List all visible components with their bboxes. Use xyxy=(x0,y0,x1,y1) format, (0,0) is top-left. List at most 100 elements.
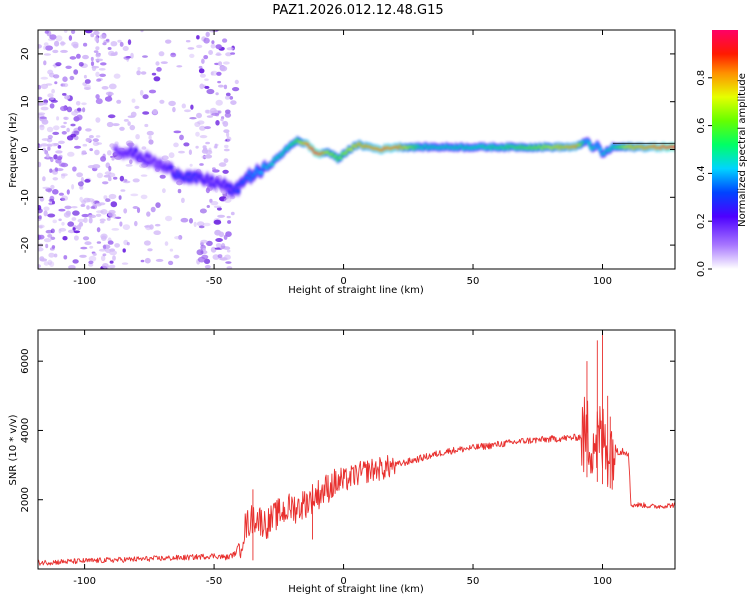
tf-noise-blob xyxy=(44,156,52,160)
tf-noise-blob xyxy=(43,99,49,104)
tf-noise-blob xyxy=(50,236,56,240)
tf-noise-blob xyxy=(38,161,42,168)
tf-noise-blob xyxy=(90,33,95,38)
snr-y-ticks: 2000 4000 6000 xyxy=(20,348,675,512)
tf-noise-blob xyxy=(198,65,203,69)
tf-noise-blob xyxy=(54,40,60,47)
tf-noise-blob xyxy=(63,30,68,33)
tf-noise-blob xyxy=(168,152,175,159)
tf-noise-blob xyxy=(208,50,214,55)
tf-noise-blob xyxy=(130,193,139,197)
tf-noise-blob xyxy=(52,219,57,224)
snr-y-axis-title: SNR (10 * v/v) xyxy=(8,414,19,485)
tf-noise-blob xyxy=(225,261,232,264)
tf-noise-blob xyxy=(66,106,73,113)
tf-noise-blob xyxy=(95,117,101,123)
tf-noise-blob xyxy=(226,131,230,138)
tf-noise-blob xyxy=(174,236,181,240)
tf-noise-blob xyxy=(196,221,205,227)
tf-noise-blob xyxy=(204,264,211,269)
tf-noise-blob xyxy=(150,206,156,213)
tf-noise-blob xyxy=(50,97,54,101)
tf-noise-blob xyxy=(80,246,88,250)
tf-noise-blob xyxy=(221,243,226,249)
tf-noise-blob xyxy=(136,70,141,76)
tf-noise-blob xyxy=(117,39,122,43)
tf-noise-blob xyxy=(85,128,92,132)
tf-noise-blob xyxy=(48,198,55,203)
tf-noise-blob xyxy=(210,246,217,253)
tf-noise-blob xyxy=(66,127,70,133)
tf-noise-blob xyxy=(63,121,67,125)
tf-x-tick-label: 50 xyxy=(467,276,480,287)
tf-noise-blob xyxy=(148,135,152,140)
colorbar-tick-label: 0.6 xyxy=(696,118,707,134)
tf-noise-blob xyxy=(86,205,90,210)
tf-x-tick-label: 100 xyxy=(593,276,612,287)
tf-y-tick-label: 0 xyxy=(20,146,31,152)
tf-noise-blob xyxy=(72,210,80,216)
tf-noise-blob xyxy=(44,150,49,155)
colorbar-ticks: 0.0 0.2 0.4 0.6 0.8 xyxy=(696,70,712,277)
tf-noise-blob xyxy=(223,158,229,164)
tf-noise-blob xyxy=(188,149,192,155)
tf-noise-blob xyxy=(60,49,68,53)
tf-noise-blob xyxy=(60,173,66,179)
tf-noise-blob xyxy=(75,101,81,106)
snr-series-line xyxy=(38,396,675,566)
tf-noise-blob xyxy=(214,143,218,149)
tf-noise-blob xyxy=(132,178,140,183)
tf-noise-blob xyxy=(47,143,52,147)
tf-noise-blob xyxy=(210,43,216,49)
tf-noise-blob xyxy=(187,47,195,50)
tf-noise-blob xyxy=(95,98,103,105)
tf-noise-blob xyxy=(201,149,209,154)
tf-noise-blob xyxy=(219,245,227,250)
tf-noise-blob xyxy=(219,65,228,72)
tf-noise-blob xyxy=(53,74,60,79)
tf-noise-blob xyxy=(148,89,157,94)
tf-noise-blob xyxy=(108,83,117,90)
tf-noise-blob xyxy=(64,95,71,100)
tf-noise-blob xyxy=(155,202,161,209)
tf-noise-blob xyxy=(100,62,107,66)
tf-noise-blob xyxy=(199,125,206,131)
tf-noise-blob xyxy=(58,192,64,196)
tf-noise-blob xyxy=(70,123,76,127)
tf-noise-blob xyxy=(83,42,88,47)
tf-noise-blob xyxy=(119,41,124,47)
tf-noise-blob xyxy=(99,218,106,222)
tf-noise-blob xyxy=(70,133,77,138)
tf-noise-blob xyxy=(95,202,102,207)
tf-noise-blob xyxy=(65,210,72,216)
tf-noise-blob xyxy=(47,234,53,238)
tf-noise-blob xyxy=(102,153,106,159)
tf-noise-blob xyxy=(49,34,57,40)
tf-noise-blob xyxy=(126,242,130,246)
tf-noise-blob xyxy=(93,50,99,53)
tf-noise-blob xyxy=(205,141,211,145)
tf-noise-blob xyxy=(68,35,73,41)
tf-noise-blob xyxy=(69,56,77,60)
tf-noise-blob xyxy=(114,51,118,56)
tf-noise-blob xyxy=(204,126,211,130)
tf-noise-blob xyxy=(84,241,92,246)
tf-noise-blob xyxy=(107,114,116,119)
tf-noise-blob xyxy=(72,227,76,231)
tf-noise-blob xyxy=(223,84,228,90)
tf-noise-blob xyxy=(101,86,109,90)
tf-noise-blob xyxy=(112,255,116,261)
tf-noise-blob xyxy=(199,73,206,78)
tf-noise-blob xyxy=(226,266,233,269)
tf-noise-blob xyxy=(38,224,45,229)
tf-noise-blob xyxy=(47,69,54,75)
tf-noise-blob xyxy=(178,150,185,154)
tf-noise-blob xyxy=(67,151,75,157)
tf-noise-blob xyxy=(56,116,60,121)
tf-noise-blob xyxy=(210,107,217,114)
tf-noise-blob xyxy=(230,52,236,55)
tf-y-tick-label: 20 xyxy=(20,48,31,61)
tf-noise-blob xyxy=(195,145,199,149)
tf-noise-blob xyxy=(88,255,97,262)
